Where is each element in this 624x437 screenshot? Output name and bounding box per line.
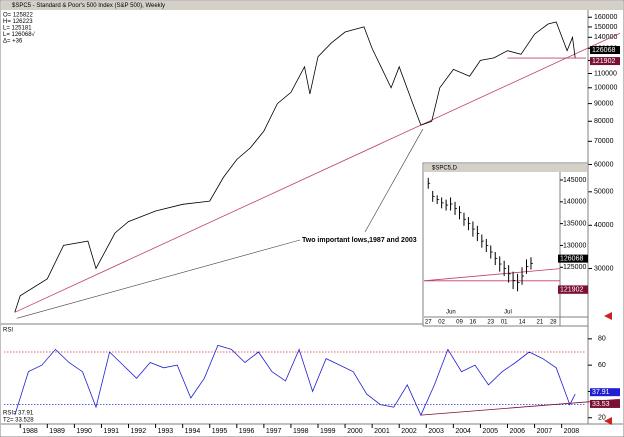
y-tick-label: 30000 — [594, 265, 614, 272]
y-tick-label: 50000 — [594, 189, 614, 196]
annotation-arrow — [364, 128, 424, 233]
price-marker-label: 126068 — [592, 47, 615, 54]
price-marker-label: 121902 — [560, 287, 583, 294]
x-tick-label: 28 — [550, 320, 557, 326]
quote-readout: O= 125822 — [3, 13, 34, 19]
x-tick-label: 1989 — [49, 428, 65, 435]
x-tick-label: 1998 — [293, 428, 309, 435]
quote-readout: H= 126223 — [3, 19, 33, 25]
price-marker — [590, 57, 620, 66]
x-tick-label: 1991 — [103, 428, 119, 435]
y-tick-label: 150000 — [594, 24, 617, 31]
x-tick-label: 1988 — [22, 428, 38, 435]
quote-readout: L= 125181 — [3, 26, 32, 32]
x-tick-label: 21 — [537, 320, 544, 326]
y-tick-label: 135000 — [563, 220, 586, 227]
price-marker-label: 37.91 — [592, 389, 610, 396]
x-tick-label: 2008 — [564, 428, 580, 435]
y-tick-label: 140000 — [563, 199, 586, 206]
x-tick-label: 1992 — [131, 428, 147, 435]
x-tick-label: 1996 — [239, 428, 255, 435]
x-tick-label: 27 — [425, 320, 432, 326]
x-tick-label: 2005 — [482, 428, 498, 435]
x-tick-label: 1997 — [266, 428, 282, 435]
x-tick-label: 09 — [456, 320, 463, 326]
price-marker — [590, 399, 620, 408]
rsi-readout: RSI= 37.91 — [3, 411, 34, 417]
y-tick-label: 145000 — [563, 177, 586, 184]
y-tick-label: 125000 — [563, 264, 586, 271]
x-tick-label: 14 — [519, 320, 526, 326]
price-marker-label: 126068 — [560, 255, 583, 262]
y-tick-label: 130000 — [563, 242, 586, 249]
x-tick-label: 2003 — [428, 428, 444, 435]
x-tick-label: 1990 — [76, 428, 92, 435]
x-tick-label: 1993 — [158, 428, 174, 435]
price-line — [14, 21, 576, 313]
trendline — [14, 32, 621, 313]
y-tick-label: 60000 — [594, 161, 614, 168]
price-marker — [590, 388, 620, 397]
inset-title: $SPC5,D — [432, 166, 458, 172]
inset-trendline — [423, 268, 561, 282]
annotation: Two important lows,1987 and 2003 — [302, 237, 417, 244]
y-tick-label: 40000 — [594, 222, 614, 229]
x-tick-label: 16 — [470, 320, 477, 326]
x-tick-label: 01 — [501, 320, 508, 326]
y-tick-label: 100000 — [594, 85, 617, 92]
price-marker-label: 33.53 — [592, 401, 610, 408]
inset-title-bar — [424, 164, 587, 172]
x-tick-label: 2006 — [509, 428, 525, 435]
x-tick-label: 2002 — [401, 428, 417, 435]
price-marker — [558, 285, 588, 294]
month-label: Jul — [504, 310, 512, 316]
y-tick-label: 80000 — [594, 118, 614, 125]
rsi-readout: T2= 33.528 — [3, 418, 34, 424]
x-tick-label: 2004 — [455, 428, 471, 435]
month-label: Jun — [446, 310, 456, 316]
y-tick-label: 160000 — [594, 14, 617, 21]
price-marker — [558, 254, 588, 263]
title-bar — [1, 1, 623, 10]
scroll-arrow[interactable] — [604, 417, 612, 425]
y-tick-label: 140000 — [594, 34, 617, 41]
y-tick-label: 60 — [598, 362, 606, 369]
annotation-arrow — [16, 239, 301, 319]
x-tick-label: 23 — [487, 320, 494, 326]
price-marker-label: 121902 — [592, 58, 615, 65]
y-tick-label: 90000 — [594, 100, 614, 107]
quote-readout: Δ= +36 — [3, 39, 23, 45]
y-tick-label: 110000 — [594, 70, 617, 77]
x-tick-label: 1995 — [212, 428, 228, 435]
x-tick-label: 1994 — [185, 428, 201, 435]
x-tick-label: 2001 — [374, 428, 390, 435]
price-marker — [590, 46, 620, 55]
rsi-trendline — [420, 398, 621, 416]
x-tick-label: 1999 — [320, 428, 336, 435]
window-title: $SPC5 - Standard & Poor's 500 Index (S&P… — [12, 3, 165, 9]
x-tick-label: 2000 — [347, 428, 363, 435]
x-tick-label: 2007 — [537, 428, 553, 435]
x-tick-label: 02 — [438, 320, 445, 326]
scroll-arrow[interactable] — [604, 312, 612, 320]
rsi-title: RSI — [3, 328, 13, 334]
y-tick-label: 70000 — [594, 138, 614, 145]
quote-readout: L= 126068√ — [3, 31, 36, 38]
y-tick-label: 80 — [598, 336, 606, 343]
rsi-line — [14, 344, 576, 417]
y-tick-label: 20 — [598, 415, 606, 422]
